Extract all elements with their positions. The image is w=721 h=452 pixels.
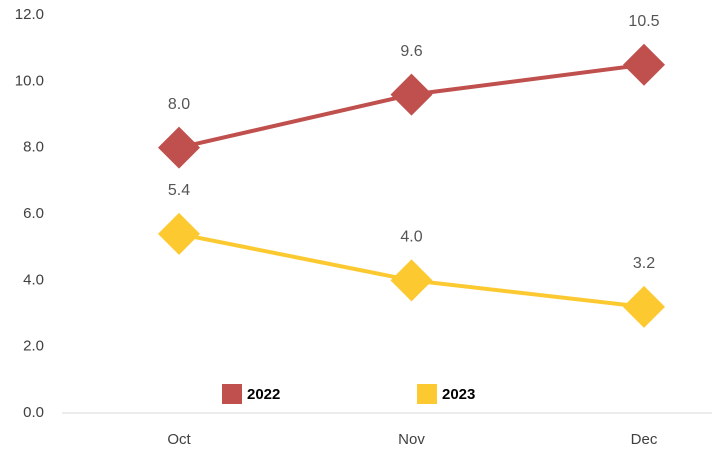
data-label: 3.2: [633, 255, 655, 272]
data-label: 5.4: [168, 182, 190, 199]
marker: [623, 285, 665, 328]
legend-swatch: [417, 384, 437, 404]
marker: [158, 212, 200, 255]
marker: [390, 259, 433, 302]
marker: [158, 126, 200, 169]
data-label: 8.0: [168, 96, 190, 113]
y-tick-label: 2.0: [23, 338, 44, 355]
y-tick-label: 8.0: [23, 139, 44, 156]
x-tick-label: Dec: [631, 431, 658, 448]
y-tick-label: 0.0: [23, 404, 44, 421]
legend-text: 2023: [442, 386, 475, 403]
y-tick-label: 10.0: [15, 72, 44, 89]
data-label: 10.5: [628, 13, 659, 30]
data-label: 9.6: [400, 43, 422, 60]
marker: [623, 43, 665, 86]
marker: [390, 73, 433, 116]
legend-text: 2022: [247, 386, 280, 403]
y-tick-label: 6.0: [23, 205, 44, 222]
x-tick-label: Nov: [398, 431, 425, 448]
y-tick-label: 4.0: [23, 271, 44, 288]
legend-swatch: [222, 384, 242, 404]
data-label: 4.0: [400, 229, 422, 246]
y-tick-label: 12.0: [15, 6, 44, 23]
x-tick-label: Oct: [167, 431, 191, 448]
